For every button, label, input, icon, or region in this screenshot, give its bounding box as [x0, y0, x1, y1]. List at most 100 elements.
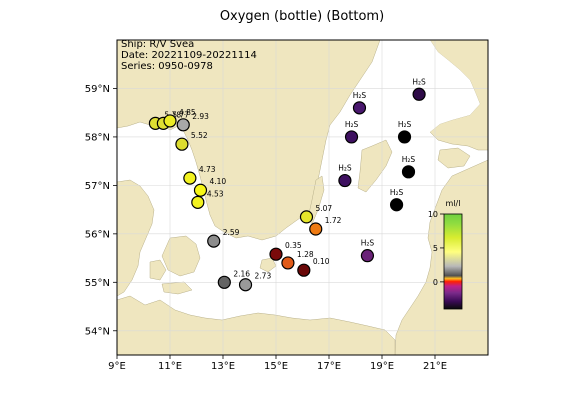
x-tick-label: 21°E [423, 361, 447, 372]
station-label: 4.85 [179, 108, 196, 117]
station: 4.10 [193, 177, 226, 197]
station-marker [412, 87, 426, 101]
station: 1.28 [281, 250, 314, 270]
x-tick-label: 19°E [370, 361, 394, 372]
station-label: H₂S [361, 239, 375, 248]
station-label: H₂S [345, 120, 359, 129]
station-label: 1.28 [297, 250, 314, 259]
station-label: 5.78 [164, 110, 181, 119]
station-label: 0.10 [313, 257, 330, 266]
station-label: H₂S [398, 120, 412, 129]
station-label: 2.93 [192, 112, 209, 121]
station-label: 4.10 [209, 177, 226, 186]
station-label: 5.52 [191, 131, 208, 140]
station-marker [176, 118, 190, 132]
station: H₂S [360, 239, 375, 263]
colorbar-tick-label: 5 [433, 244, 438, 253]
station-label: 2.16 [233, 269, 250, 278]
station: 4.85 [163, 108, 196, 128]
cruise-info: Ship: R/V Svea Date: 20221109-20221114 S… [121, 39, 257, 72]
date-text: Date: 20221109-20221114 [121, 50, 257, 61]
station-label: 0.35 [285, 241, 302, 250]
station: 2.93 [176, 112, 209, 132]
station: 4.53 [191, 189, 224, 209]
station-label: 5.07 [315, 204, 332, 213]
colorbar-ticks: 10 5 0 [428, 210, 444, 287]
station-label: H₂S [353, 91, 367, 100]
station-label: 1.72 [325, 216, 342, 225]
land-gotland [357, 139, 393, 193]
station-label: 5.77 [172, 110, 189, 119]
land-funen [149, 259, 167, 281]
station-marker [269, 247, 283, 261]
station-marker [309, 222, 323, 236]
station-marker [281, 256, 295, 270]
station-label: 4.73 [199, 165, 216, 174]
station: H₂S [397, 120, 412, 144]
station-label: H₂S [390, 188, 404, 197]
y-tick-label: 56°N [85, 229, 110, 240]
figure-title: Oxygen (bottle) (Bottom) [220, 9, 384, 24]
land-jutland [117, 179, 155, 297]
station: 0.10 [297, 257, 330, 277]
station: 2.73 [238, 272, 272, 292]
land-saaremaa [437, 147, 471, 169]
station-label: H₂S [338, 164, 352, 173]
station-marker [297, 263, 311, 277]
colorbar-tick-label: 10 [428, 210, 438, 219]
station-label: 2.59 [223, 228, 240, 237]
station-label: 2.73 [255, 272, 272, 281]
land-oland [307, 175, 325, 225]
y-tick-label: 57°N [85, 181, 110, 192]
station-marker [344, 130, 359, 144]
land-south-coast [117, 295, 396, 355]
station-marker [352, 101, 367, 115]
station-marker [299, 210, 314, 224]
station-marker [193, 183, 208, 197]
station: 5.07 [299, 204, 332, 224]
station-marker [217, 275, 231, 289]
colorbar-gradient [443, 213, 463, 310]
station-marker [183, 171, 197, 185]
y-tick-label: 55°N [85, 278, 110, 289]
x-tick-label: 17°E [317, 361, 341, 372]
station: 1.72 [309, 216, 342, 236]
x-tick-label: 11°E [158, 361, 182, 372]
station: H₂S [338, 164, 352, 188]
land-layer [117, 40, 488, 355]
colorbar-tick-label: 0 [433, 278, 438, 287]
station: H₂S [389, 188, 404, 212]
station-marker [207, 234, 221, 248]
station: H₂S [352, 91, 367, 115]
x-tick-label: 9°E [108, 361, 126, 372]
y-tick-label: 59°N [85, 84, 110, 95]
ship-text: Ship: R/V Svea [121, 39, 194, 50]
station: 5.52 [175, 131, 208, 151]
station: 4.73 [183, 165, 216, 185]
land-bornholm [259, 257, 277, 273]
x-tick-label: 15°E [264, 361, 288, 372]
x-tick-label: 13°E [211, 361, 235, 372]
x-axis: 9°E 11°E 13°E 15°E 17°E 19°E 21°E [108, 355, 447, 372]
station: 2.59 [207, 228, 240, 248]
series-text: Series: 0950-0978 [121, 61, 213, 72]
map-area [116, 39, 489, 356]
y-tick-label: 54°N [85, 326, 110, 337]
station-marker [238, 278, 253, 292]
station-marker [397, 130, 412, 144]
station-marker [163, 114, 177, 128]
station: H₂S [402, 155, 415, 179]
station: H₂S [412, 77, 426, 101]
station-marker [389, 198, 404, 212]
land-zealand [161, 235, 201, 277]
colorbar-unit: ml/l [446, 199, 461, 208]
sea-bothnia [378, 40, 480, 138]
station: 2.16 [217, 269, 250, 289]
station-markers: 5.785.774.852.93 5.52 4.73 4.10 4.53 2.59 2.16… [148, 77, 426, 292]
y-tick-label: 58°N [85, 132, 110, 143]
station-marker [360, 249, 375, 263]
station-marker [175, 137, 189, 151]
station: 0.35 [269, 241, 302, 261]
